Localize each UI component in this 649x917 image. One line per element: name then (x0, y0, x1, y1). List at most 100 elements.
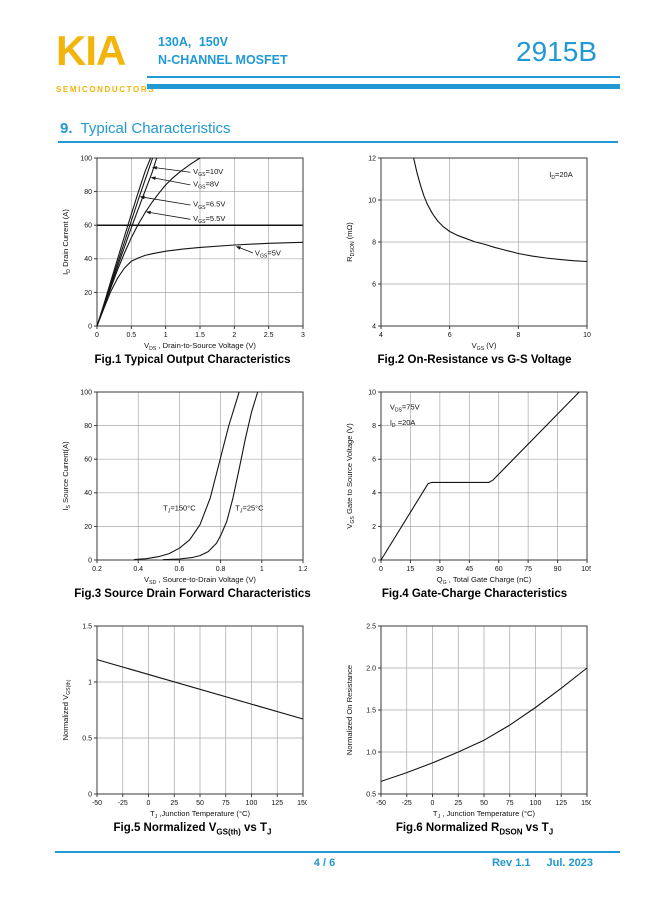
svg-text:RDSON (mΩ): RDSON (mΩ) (345, 222, 356, 262)
svg-text:VGS=8V: VGS=8V (193, 180, 219, 191)
svg-text:ID =20A: ID =20A (390, 418, 416, 429)
fig5-caption: Fig.5 Normalized VGS(th) vs TJ (113, 822, 272, 837)
svg-text:1.5: 1.5 (195, 332, 205, 339)
svg-text:VGS=6.5V: VGS=6.5V (193, 200, 225, 211)
svg-text:1.2: 1.2 (298, 566, 307, 573)
svg-text:0: 0 (88, 323, 92, 330)
header-rule-thin (147, 76, 620, 78)
svg-text:VSD , Source-to-Drain Voltage: VSD , Source-to-Drain Voltage (V) (144, 575, 256, 584)
figure-5-block: -50 -25 0 25 50 75 100 125 150 0 0.5 1 1.5 TJ ,Juncti… (55, 618, 330, 836)
fig3-source-drain-chart: 0.2 0.4 0.6 0.8 1 1.2 0 20 40 60 80 100 VSD , Source… (61, 389, 307, 584)
svg-text:60: 60 (84, 457, 92, 464)
svg-text:75: 75 (222, 800, 230, 807)
svg-text:0.5: 0.5 (82, 735, 92, 742)
svg-text:VDS=75V: VDS=75V (390, 403, 420, 414)
svg-text:60: 60 (84, 223, 92, 230)
svg-text:100: 100 (80, 155, 92, 162)
svg-text:VDS , Drain-to-Source Voltage: VDS , Drain-to-Source Voltage (V) (144, 341, 256, 350)
fig1-typical-output-chart: 0 0.5 1 1.5 2 2.5 3 0 20 40 60 80 100 VDS , Drain-to-… (61, 155, 305, 350)
svg-text:0.5: 0.5 (366, 791, 376, 798)
svg-text:10: 10 (368, 389, 376, 396)
section-title-rule (58, 141, 618, 143)
svg-text:0: 0 (95, 332, 99, 339)
svg-text:0: 0 (372, 557, 376, 564)
svg-text:TJ=25°C: TJ=25°C (235, 503, 264, 514)
footer-rule (55, 851, 620, 853)
svg-text:1.5: 1.5 (82, 623, 92, 630)
svg-text:100: 100 (246, 800, 258, 807)
svg-text:VGS=10V: VGS=10V (193, 167, 223, 178)
svg-text:8: 8 (372, 423, 376, 430)
svg-text:60: 60 (495, 566, 503, 573)
svg-text:TJ , Junction Temperature (°C): TJ , Junction Temperature (°C) (433, 809, 536, 818)
svg-text:2: 2 (232, 332, 236, 339)
svg-text:0: 0 (88, 557, 92, 564)
svg-text:50: 50 (480, 800, 488, 807)
svg-text:1: 1 (88, 679, 92, 686)
svg-text:IS Source Current(A): IS Source Current(A) (61, 441, 72, 511)
svg-text:-50: -50 (376, 800, 386, 807)
svg-text:80: 80 (84, 423, 92, 430)
fig2-on-resistance-chart: 4 6 8 10 4 6 8 10 12 VGS (V) RDSON (mΩ) ID=20A (345, 155, 591, 350)
svg-text:6: 6 (372, 457, 376, 464)
svg-text:20: 20 (84, 524, 92, 531)
svg-text:50: 50 (196, 800, 204, 807)
svg-text:40: 40 (84, 490, 92, 497)
svg-text:10: 10 (583, 332, 591, 339)
svg-text:90: 90 (554, 566, 562, 573)
svg-text:15: 15 (407, 566, 415, 573)
svg-text:-50: -50 (92, 800, 102, 807)
revision-date: Jul. 2023 (546, 857, 593, 869)
figure-4-block: 0 15 30 45 60 75 90 105 0 2 4 6 8 10 QG , Total Gate C… (337, 384, 612, 600)
fig1-caption: Fig.1 Typical Output Characteristics (94, 354, 291, 366)
page-number: 4 / 6 (313, 857, 336, 869)
part-rating: 130A, 150V (158, 35, 229, 49)
fig6-normalized-rdson-chart: -50 -25 0 25 50 75 100 125 150 0.5 1.0 1.5 2.0 2.5 TJ … (345, 623, 591, 818)
svg-text:25: 25 (454, 800, 462, 807)
header-rule-thick (147, 84, 620, 89)
svg-text:8: 8 (516, 332, 520, 339)
svg-text:6: 6 (372, 281, 376, 288)
svg-text:4: 4 (372, 323, 376, 330)
svg-text:45: 45 (465, 566, 473, 573)
svg-text:1.0: 1.0 (366, 749, 376, 756)
figure-3-block: 0.2 0.4 0.6 0.8 1 1.2 0 20 40 60 80 100 VSD , Source… (55, 384, 330, 600)
svg-text:0: 0 (431, 800, 435, 807)
svg-text:150: 150 (297, 800, 307, 807)
svg-text:40: 40 (84, 256, 92, 263)
svg-text:VGS=5.5V: VGS=5.5V (193, 214, 225, 225)
svg-text:20: 20 (84, 290, 92, 297)
svg-text:TJ ,Junction Temperature (°C): TJ ,Junction Temperature (°C) (150, 809, 250, 818)
svg-text:2.5: 2.5 (366, 623, 376, 630)
svg-text:4: 4 (379, 332, 383, 339)
fig5-normalized-vgsth-chart: -50 -25 0 25 50 75 100 125 150 0 0.5 1 1.5 TJ ,Juncti… (61, 623, 307, 818)
svg-text:VGS=5V: VGS=5V (255, 248, 281, 259)
svg-text:4: 4 (372, 490, 376, 497)
svg-text:30: 30 (436, 566, 444, 573)
fig6-caption: Fig.6 Normalized RDSON vs TJ (395, 822, 554, 837)
svg-text:2.5: 2.5 (264, 332, 274, 339)
figure-1-block: 0 0.5 1 1.5 2 2.5 3 0 20 40 60 80 100 VDS , Drain-to-… (55, 150, 330, 366)
svg-text:1.5: 1.5 (366, 707, 376, 714)
svg-text:6: 6 (448, 332, 452, 339)
svg-text:VGS (V): VGS (V) (472, 341, 497, 350)
svg-text:125: 125 (271, 800, 283, 807)
svg-text:25: 25 (170, 800, 178, 807)
svg-text:1: 1 (164, 332, 168, 339)
fig4-caption: Fig.4 Gate-Charge Characteristics (381, 588, 568, 600)
svg-text:75: 75 (524, 566, 532, 573)
svg-text:8: 8 (372, 239, 376, 246)
svg-text:2: 2 (372, 524, 376, 531)
svg-text:12: 12 (368, 155, 376, 162)
svg-text:125: 125 (555, 800, 567, 807)
part-number: 2915B (516, 36, 597, 67)
svg-text:100: 100 (80, 389, 92, 396)
svg-text:VGS Gate to Source Voltage (V: VGS Gate to Source Voltage (V) (345, 423, 356, 529)
svg-text:3: 3 (301, 332, 305, 339)
svg-text:1: 1 (260, 566, 264, 573)
svg-text:0.8: 0.8 (216, 566, 226, 573)
svg-text:-25: -25 (402, 800, 412, 807)
part-type: N-CHANNEL MOSFET (158, 53, 288, 67)
kia-logo: KIA (56, 27, 126, 74)
figure-6-block: -50 -25 0 25 50 75 100 125 150 0.5 1.0 1.5 2.0 2.5 TJ … (337, 618, 612, 836)
